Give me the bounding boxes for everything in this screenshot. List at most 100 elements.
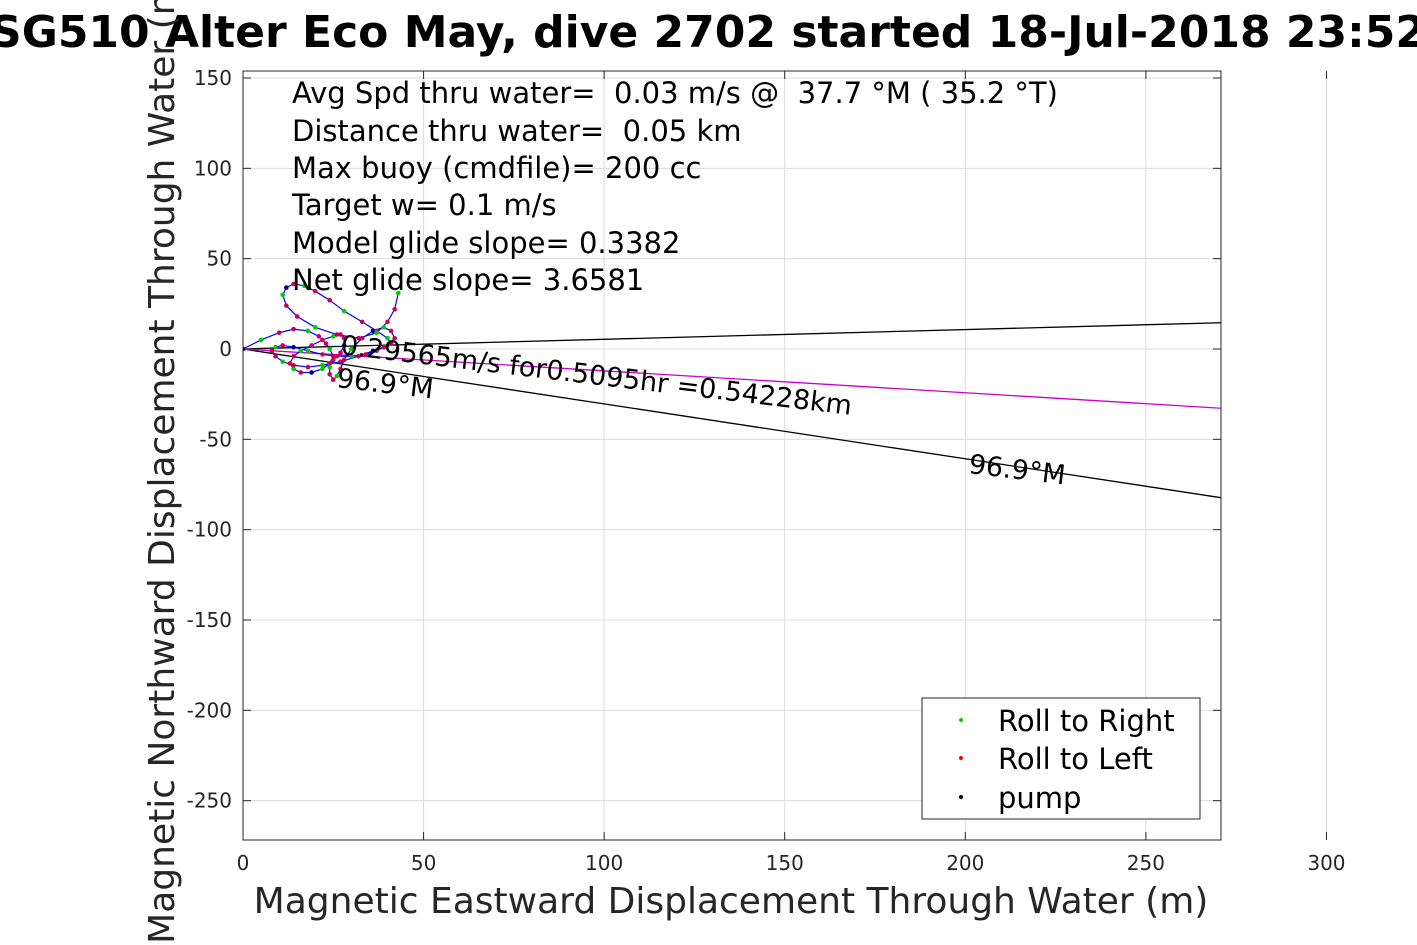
roll-left-marker <box>388 328 394 334</box>
roll-right-marker <box>349 353 354 359</box>
roll-left-marker <box>287 361 293 366</box>
roll-left-marker <box>388 341 394 346</box>
roll-right-marker <box>280 359 286 364</box>
chart-title: SG510 Alter Eco May, dive 2702 started 1… <box>0 7 1417 58</box>
roll-left-marker <box>323 341 329 346</box>
grid <box>243 71 1327 840</box>
roll-right-marker <box>280 292 286 298</box>
roll-left-marker <box>298 370 304 375</box>
info-line-model-glide-slope: Model glide slope= 0.3382 <box>292 226 680 260</box>
x-tick-label: 250 <box>1127 851 1165 875</box>
info-line-avg-speed: Avg Spd thru water= 0.03 m/s @ 37.7 °M (… <box>292 76 1058 110</box>
legend-box <box>921 697 1201 820</box>
roll-right-marker <box>341 308 347 314</box>
roll-left-marker <box>341 335 347 341</box>
roll-left-marker <box>309 343 314 348</box>
roll-left-marker <box>356 335 361 341</box>
x-tick-label: 100 <box>585 851 623 875</box>
roll-left-marker <box>338 332 343 337</box>
legend-marker-roll-right <box>959 718 963 722</box>
x-tick-label: 0 <box>237 851 250 875</box>
roll-left-marker <box>381 344 387 350</box>
roll-right-marker <box>330 334 336 339</box>
x-tick-label: 150 <box>766 851 804 875</box>
roll-left-marker <box>374 348 379 354</box>
roll-right-marker <box>298 348 304 354</box>
roll-left-marker <box>312 288 318 294</box>
net-displacement-line <box>243 348 1221 499</box>
roll-right-marker <box>305 348 311 354</box>
roll-left-marker <box>327 361 332 366</box>
roll-left-marker <box>392 335 397 341</box>
info-block: Avg Spd thru water= 0.03 m/s @ 37.7 °M (… <box>291 76 1058 297</box>
legend-label-roll-left: Roll to Left <box>998 742 1153 776</box>
roll-right-marker <box>302 283 307 289</box>
pump-marker <box>243 346 246 352</box>
legend-label-pump: pump <box>998 781 1081 815</box>
roll-left-marker <box>294 314 300 319</box>
roll-left-marker <box>334 353 340 359</box>
roll-left-marker <box>316 334 322 339</box>
roll-left-marker <box>291 353 296 359</box>
roll-left-marker <box>334 332 340 337</box>
roll-left-marker <box>385 319 390 325</box>
legend-label-roll-right: Roll to Right <box>998 704 1175 738</box>
roll-right-marker <box>320 366 325 372</box>
roll-right-marker <box>395 290 401 296</box>
roll-right-marker <box>349 346 354 352</box>
roll-left-marker <box>359 319 365 325</box>
roll-right-marker <box>374 330 379 336</box>
y-tick-label: -150 <box>187 608 232 632</box>
y-tick-label: -200 <box>187 698 232 722</box>
pump-marker <box>309 370 314 375</box>
x-axis-ticks: 050100150200250300350400450500 <box>237 71 1346 875</box>
roll-left-marker <box>327 371 332 377</box>
y-tick-label: 0 <box>219 337 232 361</box>
roll-left-marker <box>280 343 286 348</box>
y-axis-label: Magnetic Northward Displacement Through … <box>142 0 183 944</box>
roll-left-marker <box>327 297 332 303</box>
roll-left-marker <box>330 377 336 383</box>
legend-marker-pump <box>959 795 963 799</box>
series-layer <box>243 281 1221 499</box>
roll-right-marker <box>258 337 264 343</box>
y-tick-label: -50 <box>199 427 232 451</box>
plot-frame <box>242 70 1222 841</box>
info-line-max-buoy: Max buoy (cmdfile)= 200 cc <box>292 151 701 185</box>
roll-left-marker <box>330 353 336 359</box>
roll-left-marker <box>291 281 296 287</box>
roll-left-marker <box>359 335 365 341</box>
x-tick-label: 300 <box>1307 851 1345 875</box>
roll-left-marker <box>284 303 289 308</box>
roll-right-marker <box>381 325 387 330</box>
roll-left-marker <box>305 364 311 370</box>
pump-marker <box>370 348 376 354</box>
roll-right-marker <box>327 364 332 370</box>
x-axis-label: Magnetic Eastward Displacement Through W… <box>254 881 1209 922</box>
roll-left-marker <box>363 352 369 357</box>
roll-right-marker <box>327 346 332 352</box>
roll-left-marker <box>320 352 325 357</box>
legend-marker-roll-left <box>959 756 963 760</box>
roll-right-marker <box>291 366 296 372</box>
y-tick-label: -250 <box>187 789 232 813</box>
roll-left-marker <box>291 326 296 332</box>
x-tick-label: 200 <box>946 851 984 875</box>
roll-right-marker <box>385 335 390 341</box>
depth-averaged-current-line <box>243 322 1221 350</box>
roll-left-marker <box>392 306 397 312</box>
roll-left-marker <box>338 350 343 355</box>
roll-left-marker <box>356 353 361 359</box>
info-line-distance: Distance thru water= 0.05 km <box>292 114 742 148</box>
roll-left-marker <box>273 353 278 359</box>
y-tick-label: 150 <box>194 66 232 90</box>
roll-left-marker <box>338 359 343 364</box>
y-tick-label: -100 <box>187 518 232 542</box>
roll-left-marker <box>291 362 296 368</box>
pump-marker <box>291 344 296 350</box>
roll-left-marker <box>269 348 275 354</box>
info-line-net-glide-slope: Net glide slope= 3.6581 <box>292 263 644 297</box>
roll-right-marker <box>320 362 325 368</box>
roll-left-marker <box>341 357 347 363</box>
roll-left-marker <box>338 366 343 372</box>
